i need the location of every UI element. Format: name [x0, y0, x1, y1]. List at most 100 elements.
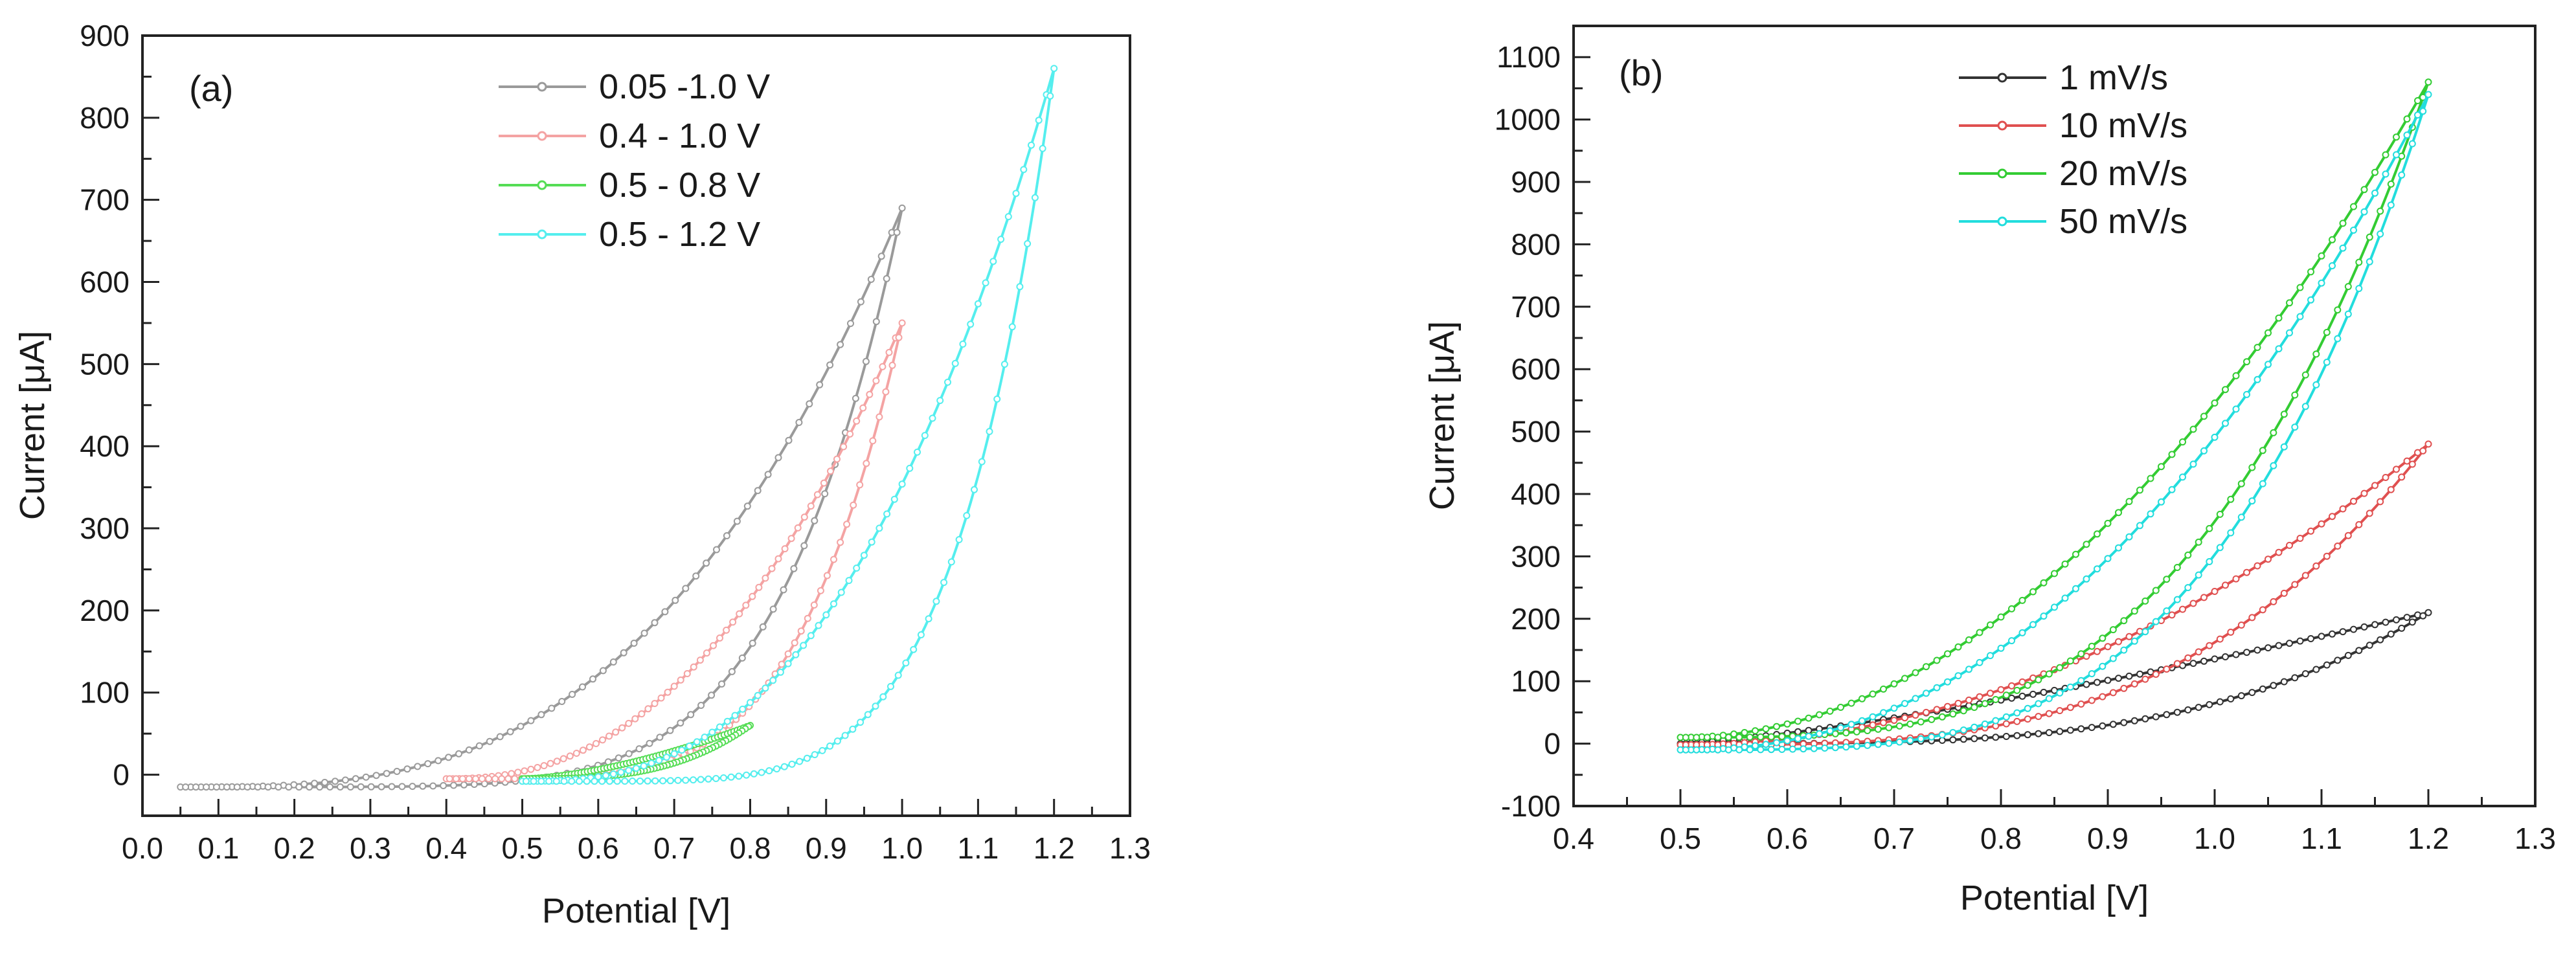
panel-a-series-2-point-106 — [787, 535, 795, 543]
panel-a-series-1-point-262 — [275, 783, 282, 791]
panel-b-series-3-point-114 — [2286, 299, 2293, 307]
panel-a-series-4-point-196 — [841, 732, 849, 739]
panel-b-series-2-point-62 — [2008, 682, 2015, 689]
panel-b-x-tick-label-0: 0.4 — [1553, 822, 1594, 855]
panel-a-series-2-point-270 — [479, 775, 486, 783]
panel-a-series-2-point-146 — [882, 388, 890, 396]
panel-a-series-2-point-152 — [863, 460, 870, 467]
panel-b-series-4-point-250 — [1842, 743, 1850, 751]
panel-b-series-4-point-36 — [1869, 713, 1877, 721]
panel-b-series-3-point-30 — [1837, 704, 1844, 711]
panel-b-series-3-point-172 — [2259, 447, 2266, 454]
panel-b-series-2-point-220 — [2002, 720, 2010, 728]
panel-b-series-4-point-18 — [1773, 739, 1780, 746]
panel-b-series-1-point-174 — [2248, 689, 2256, 697]
panel-b-series-1-point-136 — [2403, 614, 2411, 622]
panel-b-series-3 — [1677, 78, 2432, 741]
panel-a-series-1-point-248 — [346, 783, 354, 790]
panel-b-series-3-point-202 — [2099, 634, 2107, 642]
panel-b-series-3-point-110 — [2265, 329, 2272, 337]
panel-b-x-tick-label-7: 1.1 — [2301, 822, 2342, 855]
panel-b-series-4-point-218 — [2013, 709, 2021, 717]
panel-a-series-4-point-234 — [697, 776, 705, 783]
panel-a-series-1-point-110 — [743, 502, 751, 510]
panel-a-series-1-point-126 — [826, 361, 834, 369]
panel-b-series-1-point-22 — [1794, 728, 1802, 735]
panel-a-series-1-point-268 — [243, 783, 251, 791]
panel-b-series-4-point-226 — [1971, 723, 1978, 731]
panel-b-series-4-point-266 — [1757, 746, 1765, 754]
panel-b-series-3-point-184 — [2195, 538, 2202, 546]
panel-a-series-2-point-264 — [498, 775, 506, 783]
panel-a-series-1-point-60 — [486, 737, 493, 745]
panel-a-series-1-point-142 — [893, 229, 901, 236]
panel-b-series-3-point-148 — [2387, 180, 2395, 188]
panel-b-legend-marker-1 — [1997, 73, 2007, 83]
panel-b-series-1-point-122 — [2329, 630, 2336, 638]
panel-b-series-2-point-188 — [2173, 660, 2181, 667]
panel-a-legend-entry-4: 0.5 - 1.2 V — [499, 215, 760, 254]
panel-b-series-3-point-236 — [1917, 718, 1925, 726]
panel-a-series-4-point-108 — [929, 414, 936, 422]
panel-a-series-1-point-24 — [300, 780, 308, 788]
panel-b-series-3-point-54 — [1965, 636, 1972, 644]
panel-a-series-1-point-32 — [341, 776, 349, 784]
panel-b-series-3-point-24 — [1805, 714, 1813, 722]
panel-b-series-3-point-86 — [2136, 486, 2143, 494]
panel-b-series-2-point-190 — [2163, 666, 2171, 673]
panel-b-series-3-point-56 — [1976, 629, 1983, 636]
panel-b-tick-labels: 0.4 0.5 0.6 0.7 0.8 0.9 1.0 1.1 1.2 1.3 -100 0 100 20… — [1495, 40, 2556, 855]
panel-a-series-2-point-262 — [504, 775, 512, 783]
panel-a-series-1-point-160 — [800, 542, 808, 550]
panel-b-series-1-point-184 — [2195, 704, 2202, 712]
panel-a-series-1-point-70 — [537, 711, 545, 719]
panel-b-series-4-point-80 — [2104, 555, 2112, 563]
panel-a-series-4-point-100 — [898, 480, 906, 488]
panel-b-series-4-point-78 — [2094, 565, 2101, 573]
panel-b-series-3-point-134 — [2393, 133, 2400, 141]
panel-a-series-4-point-116 — [959, 341, 967, 348]
panel-b-series-2-point-152 — [2366, 510, 2373, 517]
panel-b-series-1-point-186 — [2184, 706, 2192, 713]
panel-a-series-2-point-174 — [791, 639, 798, 647]
panel-a-series-4-point-184 — [887, 682, 894, 690]
panel-b-series-1-point-146 — [2398, 624, 2406, 632]
panel-b-series-1-point-206 — [2077, 725, 2085, 733]
panel-b-series-4-point-254 — [1821, 745, 1829, 752]
panel-b-series-2-point-174 — [2248, 614, 2256, 622]
panel-a-y-tick-label-5: 500 — [80, 347, 130, 381]
panel-b-series-1-point-140 — [2424, 609, 2432, 616]
panel-b-series-4-point-166 — [2291, 423, 2299, 431]
panel-b-series-2-point-158 — [2334, 543, 2342, 550]
panel-b-series-4-point-28 — [1826, 727, 1834, 735]
panel-b-series-2-point-36 — [1869, 721, 1877, 729]
panel-a-series-1-point-194 — [625, 750, 633, 757]
panel-a-series-2-point-170 — [804, 614, 811, 622]
panel-a-series-4-point-94 — [876, 524, 883, 532]
panel-a-series-1-point-88 — [630, 640, 638, 647]
panel-a-series-2-point-172 — [797, 627, 805, 635]
panel-a-series-2-point-136 — [885, 348, 893, 356]
panel-b-series-1-point-180 — [2216, 698, 2224, 706]
panel-b-series-4-point-192 — [2152, 618, 2160, 625]
panel-a-series-2-point-42 — [579, 746, 587, 754]
panel-b-series-4-point-72 — [2061, 594, 2069, 602]
panel-a-series-2-point-166 — [817, 587, 824, 594]
panel-b-legend-label-2: 10 mV/s — [2059, 106, 2187, 145]
panel-b-series-1-point-64 — [2018, 692, 2026, 700]
panel-b-series-4-point-136 — [2403, 131, 2411, 139]
panel-a-series-4-point-258 — [605, 778, 613, 785]
panel-a-series-4-point-220 — [750, 770, 758, 778]
panel-b-series-4-point-158 — [2334, 335, 2342, 342]
panel-b-series-2-point-182 — [2206, 642, 2213, 649]
panel-a-series-1-point-170 — [749, 640, 756, 647]
panel-a-series-1-point-54 — [455, 750, 462, 757]
panel-a-series-4-point-178 — [910, 645, 918, 653]
panel-b-series-3-point-112 — [2275, 314, 2283, 322]
panel-b-series-3-point-160 — [2323, 328, 2331, 336]
panel-b-series-3-point-94 — [2179, 438, 2186, 446]
panel-b-series-3-point-80 — [2104, 519, 2112, 527]
panel-a-series-4-point-198 — [833, 737, 841, 745]
panel-b-series-3-point-138 — [2414, 97, 2421, 104]
